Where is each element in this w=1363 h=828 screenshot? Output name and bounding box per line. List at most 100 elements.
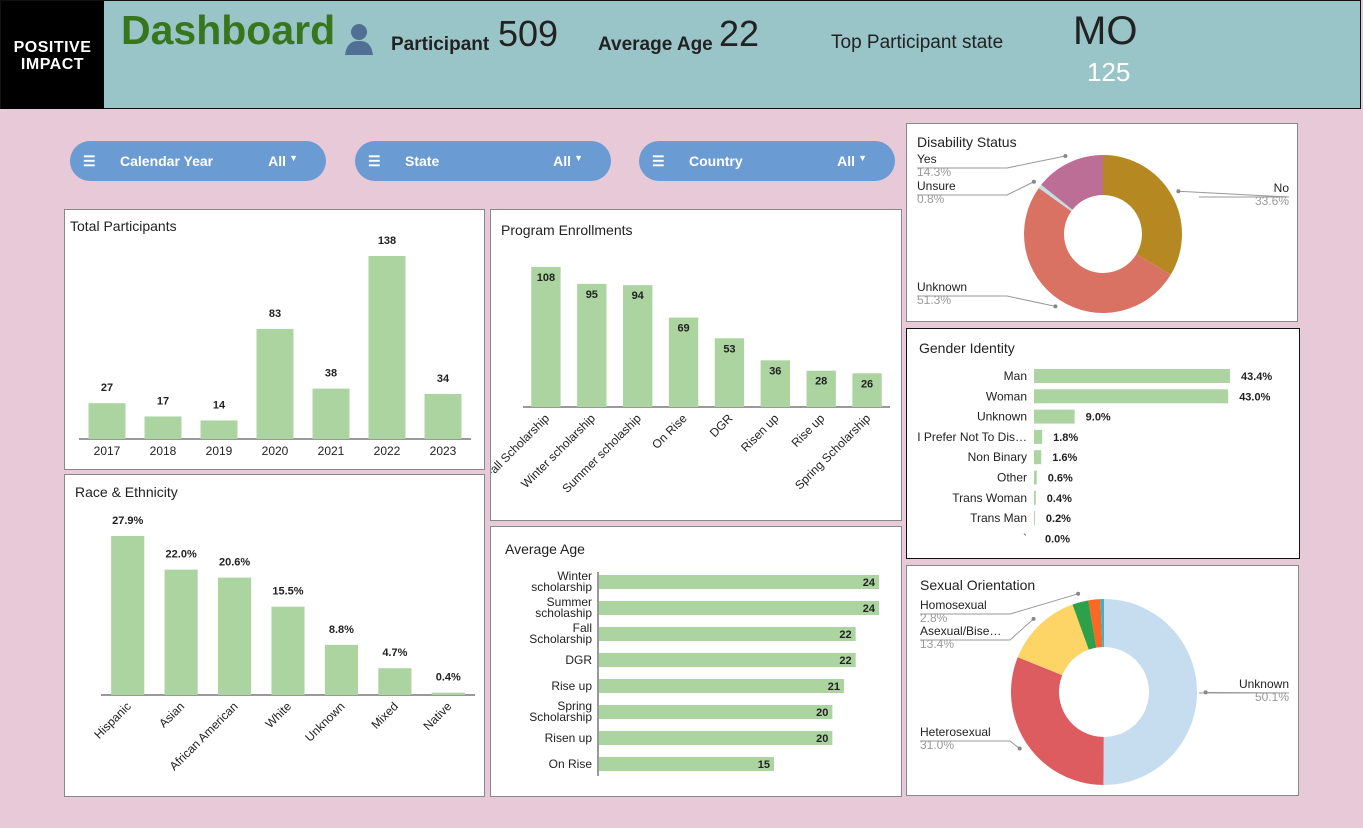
category-label: Hispanic xyxy=(91,699,133,741)
bar xyxy=(431,692,465,695)
filter-state[interactable]: ☰ State All ▼ xyxy=(355,141,611,181)
bar xyxy=(599,679,844,693)
logo-text: POSITIVE IMPACT xyxy=(13,39,92,73)
chart-title: Total Participants xyxy=(70,218,177,234)
slice-name: Asexual/Bise… xyxy=(920,624,1002,638)
data-label: 0.4% xyxy=(436,672,461,684)
chart-title: Sexual Orientation xyxy=(920,577,1036,593)
bar xyxy=(599,653,856,667)
data-label: 9.0% xyxy=(1086,412,1111,424)
slice-percent: 0.8% xyxy=(917,192,945,206)
data-label: 34 xyxy=(437,373,450,385)
bar xyxy=(88,403,126,439)
data-label: 94 xyxy=(632,290,645,302)
average-age-value: 22 xyxy=(719,13,760,54)
slice-label: Unsure 0.8% xyxy=(917,180,956,206)
bar xyxy=(1034,389,1229,404)
category-label: Non Binary xyxy=(968,450,1027,464)
category-label: Winter xyxy=(557,569,592,583)
data-label: 95 xyxy=(586,289,598,301)
bar xyxy=(760,360,790,407)
category-label: Man xyxy=(1004,369,1027,383)
bar xyxy=(1034,409,1075,424)
category-label: Scholarship xyxy=(529,710,592,724)
category-label: Rise up xyxy=(789,411,828,450)
data-label: 22 xyxy=(839,655,851,667)
average-age-label: Average Age xyxy=(598,34,713,55)
data-label: 43.4% xyxy=(1241,371,1272,383)
category-label: Trans Woman xyxy=(952,491,1027,505)
bar xyxy=(714,338,745,407)
gender-identity-chart: Gender Identity 43.4% Man 43.0% Woman 9.0% Unk… xyxy=(906,328,1300,559)
bar xyxy=(1034,429,1043,444)
bar xyxy=(852,373,882,407)
slice-label: Unknown 51.3% xyxy=(917,281,967,307)
slice-label: No 33.6% xyxy=(1255,182,1289,208)
data-label: 38 xyxy=(325,368,337,380)
participant-label: Participant xyxy=(391,34,490,55)
category-label: Other xyxy=(997,471,1027,485)
category-label: 2019 xyxy=(206,444,233,458)
data-label: 0.0% xyxy=(1045,533,1070,545)
top-state-count: 125 xyxy=(1087,57,1131,87)
user-icon xyxy=(342,21,376,60)
category-label: Risen up xyxy=(738,411,782,455)
pie-slice xyxy=(1103,599,1197,785)
data-label: 17 xyxy=(157,395,169,407)
data-label: 21 xyxy=(828,681,840,693)
dropdown-caret-icon: ▼ xyxy=(289,153,298,163)
category-label: Rise up xyxy=(551,679,592,693)
pie-slice xyxy=(1011,657,1104,785)
top-state-value: MO xyxy=(1073,9,1138,53)
chart-title: Average Age xyxy=(505,541,585,557)
filter-country[interactable]: ☰ Country All ▼ xyxy=(639,141,895,181)
category-label: scholaship xyxy=(535,606,592,620)
category-label: Trans Man xyxy=(970,511,1027,525)
category-label: Summer scholaship xyxy=(559,411,644,496)
dropdown-caret-icon: ▼ xyxy=(858,153,867,163)
bar xyxy=(599,627,856,641)
bar xyxy=(623,285,653,407)
category-label: Spring xyxy=(557,699,592,713)
category-label: Scholarship xyxy=(529,632,592,646)
leader-line xyxy=(917,295,1056,307)
category-label: Asian xyxy=(156,699,187,730)
category-label: Mixed xyxy=(368,699,401,732)
data-label: 1.6% xyxy=(1052,452,1077,464)
category-label: 2023 xyxy=(430,444,457,458)
pie-slice xyxy=(1017,604,1089,676)
filter-value: All xyxy=(553,153,571,169)
bar xyxy=(424,393,462,439)
category-label: 2017 xyxy=(94,444,121,458)
data-label: 8.8% xyxy=(329,624,354,636)
bar xyxy=(1034,450,1042,465)
bar xyxy=(324,644,358,695)
top-state-label: Top Participant state xyxy=(831,32,1004,53)
bar xyxy=(312,388,350,439)
bar xyxy=(577,283,607,407)
bar xyxy=(599,601,879,615)
data-label: 15.5% xyxy=(272,586,303,598)
category-label: 2020 xyxy=(262,444,289,458)
category-label: Woman xyxy=(986,389,1027,403)
participant-value: 509 xyxy=(498,13,559,54)
filter-label: Country xyxy=(689,153,743,169)
slice-label: Yes 14.3% xyxy=(917,153,951,179)
pie-slice xyxy=(1024,187,1171,314)
header-bar: POSITIVE IMPACT Dashboard Participant 50… xyxy=(0,0,1361,109)
leader-line xyxy=(920,593,1079,615)
category-label: 2022 xyxy=(374,444,401,458)
category-label: scholarship xyxy=(531,580,592,594)
bar xyxy=(271,606,305,695)
data-label: 24 xyxy=(863,577,876,589)
bar xyxy=(668,317,699,407)
slice-name: Unknown xyxy=(917,280,968,294)
bar xyxy=(1034,511,1035,526)
bar xyxy=(144,416,182,439)
slice-label: Heterosexual 31.0% xyxy=(920,726,991,752)
filter-calendar-year[interactable]: ☰ Calendar Year All ▼ xyxy=(70,141,326,181)
data-label: 20 xyxy=(816,733,828,745)
page-title: Dashboard xyxy=(121,7,336,53)
category-label: I Prefer Not To Dis… xyxy=(917,430,1027,444)
pie-slice xyxy=(1100,599,1104,648)
